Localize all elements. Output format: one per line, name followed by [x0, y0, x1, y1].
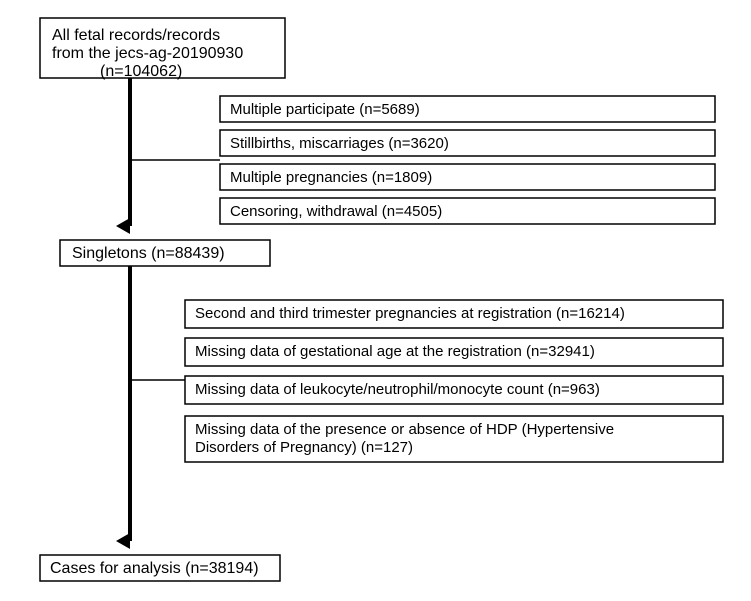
exclusion-text: Missing data of gestational age at the r…	[195, 343, 595, 360]
node-text: All fetal records/records	[52, 27, 220, 44]
flow-node-singletons: Singletons (n=88439)	[60, 240, 270, 266]
exclusion-box-1-2: Missing data of leukocyte/neutrophil/mon…	[185, 376, 723, 404]
exclusion-text: Missing data of the presence or absence …	[195, 421, 614, 438]
node-text: from the jecs-ag-20190930	[52, 45, 243, 62]
exclusion-box-0-2: Multiple pregnancies (n=1809)	[220, 164, 715, 190]
exclusion-text: Missing data of leukocyte/neutrophil/mon…	[195, 381, 600, 398]
exclusion-box-0-1: Stillbirths, miscarriages (n=3620)	[220, 130, 715, 156]
node-text: (n=104062)	[100, 63, 182, 80]
exclusion-box-1-1: Missing data of gestational age at the r…	[185, 338, 723, 366]
node-text: Singletons (n=88439)	[72, 245, 225, 262]
exclusion-text: Stillbirths, miscarriages (n=3620)	[230, 135, 449, 152]
exclusion-text: Censoring, withdrawal (n=4505)	[230, 203, 442, 220]
exclusion-box-0-0: Multiple participate (n=5689)	[220, 96, 715, 122]
exclusion-box-1-0: Second and third trimester pregnancies a…	[185, 300, 723, 328]
exclusion-text: Disorders of Pregnancy) (n=127)	[195, 439, 413, 456]
exclusion-text: Multiple pregnancies (n=1809)	[230, 169, 432, 186]
exclusion-text: Second and third trimester pregnancies a…	[195, 305, 625, 322]
exclusion-box-0-3: Censoring, withdrawal (n=4505)	[220, 198, 715, 224]
flow-node-start: All fetal records/recordsfrom the jecs-a…	[40, 18, 285, 80]
exclusion-text: Multiple participate (n=5689)	[230, 101, 420, 118]
exclusion-box-2-0: Missing data of the presence or absence …	[185, 416, 723, 462]
flow-node-final: Cases for analysis (n=38194)	[40, 555, 280, 581]
node-text: Cases for analysis (n=38194)	[50, 560, 259, 577]
